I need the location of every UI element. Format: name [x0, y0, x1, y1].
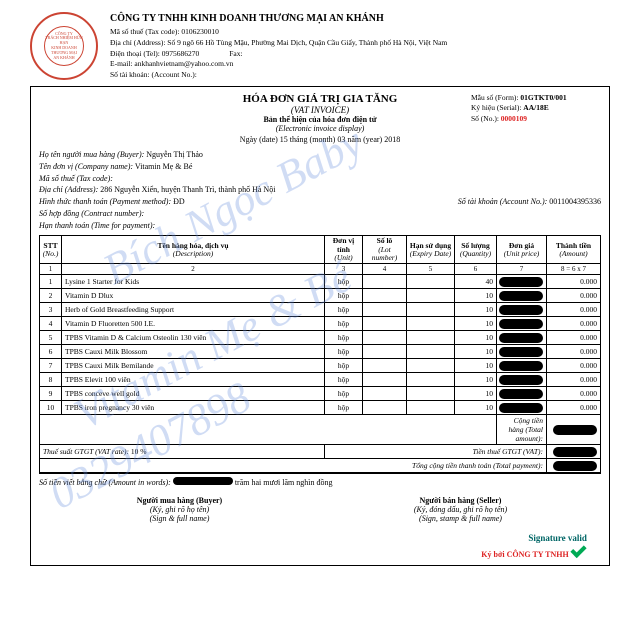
subcol: 1	[40, 264, 62, 275]
number-label: Số (No.):	[471, 114, 499, 123]
table-row: 6TPBS Cauxi Milk Blossomhộp100.000	[40, 345, 601, 359]
table-row: 3Herb of Gold Breastfeeding Supporthộp10…	[40, 303, 601, 317]
serial-label: Ký hiệu (Serial):	[471, 103, 521, 112]
table-row: 10TPBS iron pregnancy 30 viênhộp100.000	[40, 401, 601, 415]
company-value: Vitamin Mẹ & Bé	[135, 162, 193, 171]
buyer-info: Họ tên người mua hàng (Buyer): Nguyễn Th…	[39, 150, 601, 232]
col-exp: Hạn sử dụng(Expiry Date)	[407, 236, 455, 264]
invoice-title: HÓA ĐƠN GIÁ TRỊ GIA TĂNG (VAT INVOICE) B…	[169, 93, 471, 144]
email-value: ankhanhvietnam@yahoo.com.vn	[134, 59, 233, 68]
phone-value: 0975686270	[162, 49, 200, 58]
items-table: STT(No.) Tên hàng hóa, dịch vụ(Descripti…	[39, 235, 601, 473]
addr-value: Số 9 ngõ 66 Hồ Tùng Mậu, Phường Mai Dịch…	[167, 38, 447, 47]
table-row: 8TPBS Elevit 100 viênhộp100.000	[40, 373, 601, 387]
company-header: CÔNG TY TNHH KINH DOANH THƯƠNG MẠI AN KH…	[110, 12, 610, 80]
tax-label: Mã số thuế (Tax code):	[110, 27, 179, 36]
buyer-addr-label: Địa chỉ (Address):	[39, 185, 98, 194]
subcol: 2	[62, 264, 325, 275]
fax-label: Fax:	[229, 49, 242, 58]
buyer-name: Nguyễn Thị Thảo	[146, 150, 203, 159]
table-row: 7TPBS Cauxi Milk Bemilandehộp100.000	[40, 359, 601, 373]
vat-rate-label: Thuế suất GTGT (VAT rate):	[43, 447, 129, 456]
payment-value: ĐD	[173, 197, 185, 206]
company-stamp: CÔNG TY TRÁCH NHIỆM HỮU HẠN KINH DOANH T…	[30, 12, 98, 80]
total-payment	[547, 459, 601, 473]
contract-label: Số hợp đồng (Contract number):	[39, 209, 601, 219]
col-unit: Đơn vị tính(Unit)	[325, 236, 363, 264]
email-label: E-mail:	[110, 59, 133, 68]
signed-by: Ký bởi CÔNG TY TNHH	[481, 550, 568, 559]
subcol: 4	[363, 264, 407, 275]
col-stt: STT(No.)	[40, 236, 62, 264]
form-value: 01GTKT0/001	[520, 93, 566, 102]
col-amt: Thành tiền(Amount)	[547, 236, 601, 264]
col-qty: Số lượng(Quantity)	[455, 236, 497, 264]
stamp-line: AN KHÁNH	[53, 56, 74, 61]
table-row: 5TPBS Vitamin D & Calcium Osteolin 130 v…	[40, 331, 601, 345]
table-row: 9TPBS conceve well goldhộp100.000	[40, 387, 601, 401]
col-lot: Số lô(Lot number)	[363, 236, 407, 264]
vat-rate: 10 %	[131, 447, 147, 456]
invoice-date: Ngày (date) 15 tháng (month) 03 năm (yea…	[169, 135, 471, 144]
total-amount-label: Cộng tiền hàng (Total amount):	[497, 415, 547, 445]
buyer-label: Họ tên người mua hàng (Buyer):	[39, 150, 144, 159]
account-label: Số tài khoản (Account No.):	[458, 197, 548, 206]
total-payment-label: Tổng cộng tiền thanh toán (Total payment…	[40, 459, 547, 473]
form-info: Mẫu số (Form): 01GTKT0/001 Ký hiệu (Seri…	[471, 93, 601, 125]
total-amount	[547, 415, 601, 445]
subcol: 7	[497, 264, 547, 275]
amount-words: Số tiền viết bằng chữ (Amount in words):…	[39, 473, 601, 490]
title-elec: Bản thể hiện của hóa đơn điện tử	[169, 115, 471, 124]
tax-value: 0106230010	[181, 27, 219, 36]
buyer-addr: 286 Nguyễn Xiển, huyện Thanh Trì, thành …	[100, 185, 275, 194]
company-label: Tên đơn vị (Company name):	[39, 162, 133, 171]
serial-value: AA/18E	[523, 103, 548, 112]
phone-label: Điện thoại (Tel):	[110, 49, 160, 58]
form-label: Mẫu số (Form):	[471, 93, 519, 102]
col-desc: Tên hàng hóa, dịch vụ(Description)	[62, 236, 325, 264]
signature-row: Người mua hàng (Buyer) (Ký, ghi rõ họ tê…	[39, 496, 601, 559]
subcol: 8 = 6 x 7	[547, 264, 601, 275]
title-main: HÓA ĐƠN GIÁ TRỊ GIA TĂNG	[169, 93, 471, 105]
table-row: 2Vitamin D Dluxhộp100.000	[40, 289, 601, 303]
buyer-tax-label: Mã số thuế (Tax code):	[39, 174, 601, 184]
account-label: Số tài khoản: (Account No.):	[110, 70, 610, 80]
company-name: CÔNG TY TNHH KINH DOANH THƯƠNG MẠI AN KH…	[110, 12, 610, 25]
vat-amount	[547, 445, 601, 459]
vat-amount-label: Tiền thuế GTGT (VAT):	[325, 445, 547, 459]
col-price: Đơn giá(Unit price)	[497, 236, 547, 264]
account-value: 0011004395336	[549, 197, 601, 206]
table-row: 4Vitamin D Fluoretten 500 I.E.hộp100.000	[40, 317, 601, 331]
title-elec-en: (Electronic invoice display)	[169, 124, 471, 133]
check-icon	[571, 543, 587, 557]
signature-valid: Signature valid	[334, 533, 587, 543]
subcol: 3	[325, 264, 363, 275]
subcol: 5	[407, 264, 455, 275]
invoice-box: HÓA ĐƠN GIÁ TRỊ GIA TĂNG (VAT INVOICE) B…	[30, 86, 610, 566]
buyer-signature: Người mua hàng (Buyer) (Ký, ghi rõ họ tê…	[53, 496, 306, 559]
title-sub: (VAT INVOICE)	[169, 105, 471, 115]
seller-signature: Người bán hàng (Seller) (Ký, đóng dấu, g…	[334, 496, 587, 559]
payment-label: Hình thức thanh toán (Payment method):	[39, 197, 171, 206]
number-value: 0000109	[501, 114, 527, 123]
table-row: 1Lysine 1 Starter for Kidshộp400.000	[40, 275, 601, 289]
subcol: 6	[455, 264, 497, 275]
due-label: Hạn thanh toán (Time for payment):	[39, 221, 601, 231]
addr-label: Địa chỉ (Address):	[110, 38, 165, 47]
